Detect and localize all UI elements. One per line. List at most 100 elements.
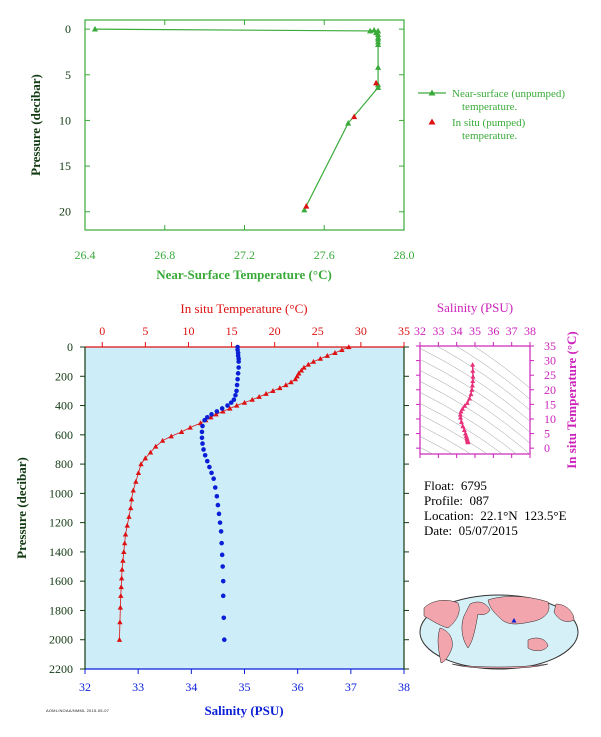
ts-curve-point xyxy=(470,362,476,367)
temperature-profile-point xyxy=(277,385,283,391)
density-contour xyxy=(420,425,472,454)
temperature-profile-point xyxy=(301,364,307,370)
float-info: Float: 6795 Profile: 087 Location: 22.1°… xyxy=(424,478,567,538)
salinity-profile-point xyxy=(234,388,239,394)
salinity-profile-point xyxy=(211,476,216,482)
density-contour xyxy=(420,359,530,433)
salinity-axis-label: Salinity (PSU) xyxy=(204,703,283,718)
ts-curve-point xyxy=(462,430,468,436)
temperature-profile-point xyxy=(116,636,123,642)
ts-salinity-tick-label: 36 xyxy=(487,324,499,338)
salinity-profile-point xyxy=(234,382,240,388)
temperature-tick-label: 15 xyxy=(226,324,238,338)
top-series xyxy=(91,25,382,213)
profile-row: Profile: 087 xyxy=(424,493,567,508)
density-contour xyxy=(455,346,530,400)
salinity-profile-point xyxy=(209,470,214,476)
temperature-profile-point xyxy=(208,414,214,420)
ts-curve-point xyxy=(460,423,466,429)
ts-curve-point xyxy=(468,391,474,397)
temperature-profile-point xyxy=(147,449,154,455)
landmass-north-america xyxy=(423,600,460,629)
near-surface-temperature-point xyxy=(375,64,382,70)
landmass-antarctica xyxy=(451,663,549,669)
density-contour xyxy=(420,403,503,454)
density-contour xyxy=(420,436,454,454)
pressure-tick-label: 0 xyxy=(67,340,73,354)
ts-curve-point xyxy=(457,411,463,417)
temperature-profile-point xyxy=(332,350,338,355)
temperature-profile-point xyxy=(283,382,289,388)
ts-curve-point xyxy=(460,406,466,411)
temperature-profile-point xyxy=(120,557,126,563)
location-map xyxy=(419,594,579,670)
profile-y-axis-label: Pressure (decibar) xyxy=(14,457,29,559)
salinity-tick-label: 36 xyxy=(292,680,304,694)
ts-curve-point xyxy=(458,419,464,424)
profile-label: Profile: xyxy=(424,493,463,508)
in-situ-temperature-point xyxy=(351,113,358,120)
pressure-tick-label: 2000 xyxy=(49,633,73,647)
temperature-tick-label: 10 xyxy=(182,324,194,338)
temperature-profile-point xyxy=(117,604,124,610)
temperature-tick-label: 20 xyxy=(269,324,281,338)
ts-temperature-tick-label: 30 xyxy=(544,354,556,368)
in-situ-temperature-point xyxy=(303,203,310,209)
near-surface-temperature-point xyxy=(345,119,352,126)
ts-salinity-tick-label: 32 xyxy=(414,324,426,338)
salinity-profile-point xyxy=(221,637,227,643)
salinity-profile-point xyxy=(199,435,205,441)
top-axis-ticks: 26.4 26.8 27.2 27.6 28.0 0 5 10 15 20 xyxy=(59,20,415,262)
density-contour xyxy=(420,381,530,454)
temperature-profile-point xyxy=(128,496,135,502)
salinity-profile-point xyxy=(216,511,222,517)
credit-text: AOML/NOAA/NMML 2015-05-07 xyxy=(46,708,110,713)
temperature-profile-point xyxy=(153,443,159,449)
top-y-axis-label: Pressure (decibar) xyxy=(28,74,43,176)
salinity-tick-label: 38 xyxy=(398,680,410,694)
pressure-tick-label: 1000 xyxy=(49,486,73,500)
ts-curve-point xyxy=(461,427,467,433)
temperature-profile-point xyxy=(118,584,124,590)
temperature-tick-label: 30 xyxy=(355,324,367,338)
in-situ-temperature-point xyxy=(373,79,380,86)
ts-curve-point xyxy=(470,368,476,373)
pressure-tick-label: 800 xyxy=(55,457,73,471)
salinity-profile-point xyxy=(225,403,230,408)
temperature-profile-point xyxy=(317,355,324,361)
pressure-tick-label: 1400 xyxy=(49,545,73,559)
temperature-profile-point xyxy=(241,399,248,405)
salinity-profile-point xyxy=(202,417,207,423)
pressure-tick-label: 200 xyxy=(55,369,73,383)
salinity-tick-label: 35 xyxy=(239,680,251,694)
ts-curve-point xyxy=(462,403,468,408)
temperature-profile-point xyxy=(263,391,269,396)
salinity-profile-point xyxy=(200,441,205,446)
ts-plot-frame xyxy=(419,345,531,455)
temperature-axis-label: In situ Temperature (°C) xyxy=(180,301,307,316)
temperature-tick-label: 5 xyxy=(142,324,148,338)
temperature-profile-point xyxy=(227,405,233,411)
pressure-tick-label: 1800 xyxy=(49,603,73,617)
salinity-profile-point xyxy=(214,493,220,499)
salinity-profile-point xyxy=(204,458,210,464)
temperature-profile-point xyxy=(346,344,352,350)
temperature-profile-point xyxy=(298,367,305,373)
top-legend: Near-surface (unpumped) temperature. In … xyxy=(418,88,565,142)
density-contour xyxy=(420,348,530,422)
top-x-axis-label: Near-Surface Temperature (°C) xyxy=(156,267,332,282)
legend-label-in-situ: In situ (pumped) xyxy=(452,117,526,129)
temperature-profile-point xyxy=(118,575,125,581)
top-x-tick-label: 28.0 xyxy=(394,248,415,262)
float-row: Float: 6795 xyxy=(424,478,567,493)
salinity-profile-point xyxy=(202,453,208,458)
temperature-profile-point xyxy=(234,402,240,408)
float-label: Float: xyxy=(424,478,455,493)
temperature-profile-point xyxy=(339,347,345,353)
top-x-tick-label: 26.8 xyxy=(154,248,175,262)
temperature-profile-point xyxy=(270,388,276,394)
temperature-profile-point xyxy=(122,531,129,537)
ts-salinity-tick-label: 33 xyxy=(432,324,444,338)
temperature-profile-point xyxy=(121,540,128,546)
